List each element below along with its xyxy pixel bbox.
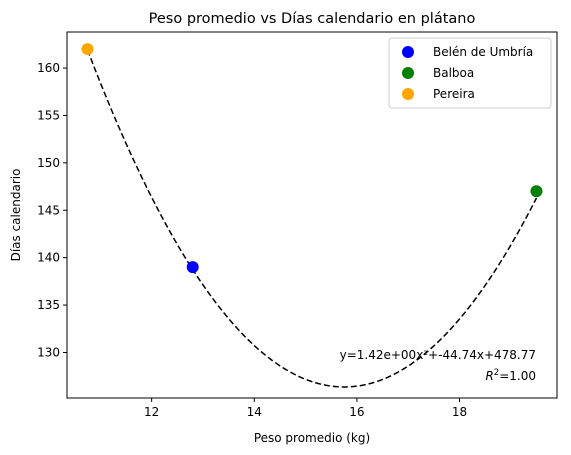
y-tick-label: 140 [37,251,60,265]
plot-area [81,43,543,388]
y-tick-label: 155 [37,108,60,122]
x-tick-label: 16 [349,405,364,419]
legend-box [388,37,552,109]
fit-annotation: y=1.42e+00x²+-44.74x+478.77 R2=1.00 [340,348,536,383]
r2-exponent: 2 [494,368,499,378]
legend-label: Balboa [433,66,474,80]
r2-symbol: R [485,369,493,383]
y-tick-label: 160 [37,61,60,75]
y-axis: 130 135 140 145 150 155 160 [37,61,67,359]
fit-equation: y=1.42e+00x²+-44.74x+478.77 [340,348,536,362]
x-axis-label: Peso promedio (kg) [254,431,370,445]
legend-items: Belén de Umbría Balboa Pereira [402,45,533,101]
legend-label: Belén de Umbría [433,45,533,59]
x-axis: 12 14 16 18 [144,398,467,419]
x-tick-label: 14 [247,405,262,419]
y-tick-label: 150 [37,156,60,170]
y-tick-label: 135 [37,298,60,312]
fit-curve [86,49,538,388]
data-point [81,43,94,56]
y-tick-label: 145 [37,203,60,217]
x-tick-label: 18 [452,405,467,419]
legend-marker [402,46,414,58]
legend-marker [402,88,414,100]
plot-frame [66,31,558,399]
legend-marker [402,67,414,79]
r2-value: =1.00 [499,369,536,383]
legend-label: Pereira [433,87,475,101]
fit-r-squared: R2=1.00 [485,368,536,383]
chart-title: Peso promedio vs Días calendario en plát… [149,11,476,27]
legend: Belén de Umbría Balboa Pereira [388,37,552,109]
data-point [530,185,543,198]
y-tick-label: 130 [37,345,60,359]
data-point [186,261,199,274]
y-axis-label: Días calendario [9,169,23,262]
x-tick-label: 12 [144,405,159,419]
